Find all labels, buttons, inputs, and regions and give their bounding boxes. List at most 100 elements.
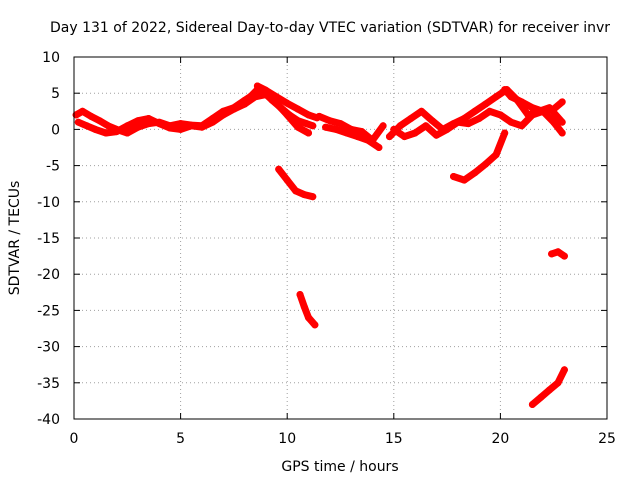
data-point [401, 133, 408, 141]
data-point [123, 129, 131, 137]
data-point [501, 129, 509, 137]
data-point [432, 131, 440, 139]
data-point [528, 104, 536, 112]
data-point [309, 193, 317, 201]
data-point [294, 123, 302, 131]
y-tick-label: -10 [37, 195, 60, 211]
data-point [554, 379, 562, 387]
data-point [296, 291, 304, 298]
data-point [292, 187, 300, 195]
data-point [379, 122, 387, 130]
data-point [123, 122, 131, 130]
data-point [482, 100, 489, 108]
data-point [354, 133, 362, 141]
data-point [311, 321, 319, 329]
series-band-k [296, 291, 319, 329]
data-point [294, 105, 302, 113]
data-point [492, 93, 500, 101]
data-point [113, 128, 121, 136]
y-tick-label: 10 [42, 50, 60, 66]
data-point [283, 176, 291, 184]
data-point [545, 386, 553, 394]
data-point [492, 151, 500, 159]
data-point [507, 93, 515, 101]
data-point [166, 124, 174, 132]
data-point [560, 366, 568, 374]
data-point [518, 122, 526, 130]
data-point [337, 120, 344, 128]
data-point [83, 122, 91, 130]
y-tick-label: -25 [37, 303, 60, 319]
data-point [554, 248, 562, 256]
chart-title: Day 131 of 2022, Sidereal Day-to-day VTE… [50, 20, 610, 36]
data-point [134, 123, 142, 131]
data-point [209, 118, 217, 126]
data-point [241, 100, 249, 108]
data-point [262, 86, 270, 94]
data-point [507, 118, 515, 126]
data-point [537, 393, 545, 401]
y-axis-label: SDTVAR / TECUs [7, 181, 23, 296]
y-tick-label: -5 [46, 159, 60, 175]
data-point [177, 125, 185, 133]
data-point [219, 111, 227, 119]
data-point [305, 111, 312, 119]
y-tick-label: -15 [37, 231, 60, 247]
data-point [79, 107, 86, 115]
data-point [96, 117, 104, 125]
data-point [74, 118, 82, 126]
data-point [528, 111, 536, 119]
y-tick-label: 0 [51, 122, 60, 138]
x-tick-label: 20 [491, 431, 509, 447]
data-point [104, 122, 112, 130]
data-point [309, 122, 317, 130]
data-point [501, 86, 509, 94]
data-point [134, 117, 142, 125]
x-tick-label: 25 [598, 431, 616, 447]
data-point [322, 123, 330, 131]
x-tick-label: 15 [385, 431, 403, 447]
data-point [253, 82, 261, 90]
data-point [560, 252, 568, 260]
data-point [87, 112, 95, 120]
data-point [558, 129, 566, 137]
data-point [475, 115, 483, 122]
data-point [558, 98, 566, 106]
data-point [482, 160, 489, 168]
data-point [428, 117, 436, 125]
x-tick-label: 0 [70, 431, 79, 447]
data-point [187, 122, 195, 130]
x-axis-label: GPS time / hours [281, 459, 398, 475]
data-point [386, 133, 393, 141]
data-point [91, 125, 99, 133]
x-tick-label: 5 [176, 431, 185, 447]
data-point [300, 191, 308, 199]
data-point [390, 125, 398, 133]
data-point [364, 136, 372, 144]
data-point [539, 107, 547, 115]
data-point [558, 118, 566, 126]
data-point [315, 112, 323, 120]
data-point [358, 128, 366, 136]
data-point [251, 93, 259, 101]
data-point [422, 122, 430, 130]
data-point [343, 129, 351, 137]
data-point [471, 169, 479, 177]
data-point [305, 314, 312, 322]
plot-frame [73, 56, 608, 420]
data-point [518, 98, 526, 106]
data-point [496, 111, 504, 119]
y-tick-label: -20 [37, 267, 60, 283]
data-point [450, 173, 457, 180]
data-point [528, 401, 536, 408]
data-point [155, 120, 163, 128]
y-tick-label: -30 [37, 340, 60, 356]
data-point [102, 129, 110, 137]
y-tick-label: 5 [51, 86, 60, 102]
data-point [548, 250, 556, 258]
data-point [230, 105, 238, 113]
axis-ticks: 0 5 10 15 20 25 10 5 0 -5 -10 -15 -20 -25 -30 -35 -40 [37, 50, 616, 447]
data-point [145, 115, 153, 122]
data-point [486, 107, 494, 115]
data-point [198, 123, 206, 131]
